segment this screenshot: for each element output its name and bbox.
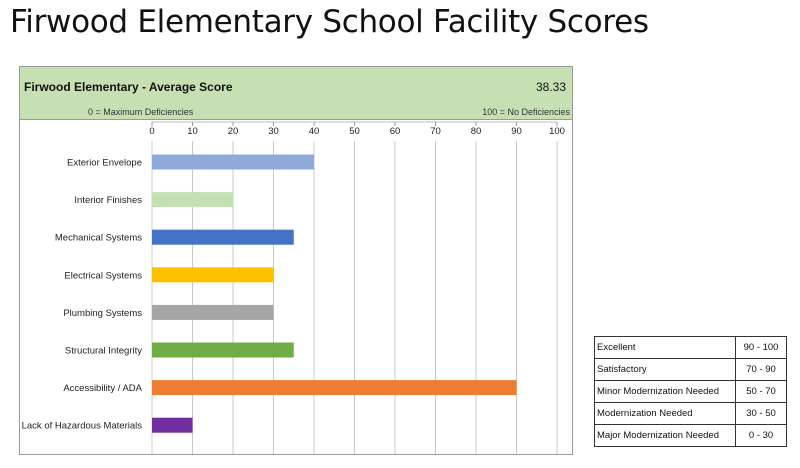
bar [152, 229, 294, 245]
legend-range: 30 - 50 [735, 402, 787, 425]
category-label: Interior Finishes [74, 195, 142, 206]
chart-header-title: Firwood Elementary - Average Score [24, 80, 233, 94]
legend-row: Excellent 90 - 100 [594, 336, 787, 359]
bar [152, 380, 517, 396]
x-tick-label: 20 [228, 126, 239, 137]
legend-range: 90 - 100 [735, 336, 787, 359]
legend-label: Major Modernization Needed [594, 424, 736, 447]
bar [152, 304, 274, 320]
legend-label: Satisfactory [594, 358, 736, 381]
bar [152, 417, 193, 433]
x-tick-label: 30 [268, 126, 279, 137]
category-label: Accessibility / ADA [63, 383, 142, 394]
legend-label: Minor Modernization Needed [594, 380, 736, 403]
legend-label: Modernization Needed [594, 402, 736, 425]
x-tick-label: 0 [149, 126, 154, 137]
max-score-caption: 100 = No Deficiencies [482, 107, 570, 117]
legend-label: Excellent [594, 336, 736, 359]
legend-row: Modernization Needed 30 - 50 [594, 402, 787, 425]
category-label: Exterior Envelope [67, 158, 142, 169]
chart-frame: Firwood Elementary - Average Score 38.33… [19, 66, 573, 455]
x-tick-label: 100 [549, 126, 565, 137]
average-score-value: 38.33 [535, 80, 566, 94]
category-label: Structural Integrity [65, 346, 142, 357]
bar [152, 192, 233, 208]
bar-chart: 0 10 20 30 40 50 60 70 80 90 100 Exterior Envelope I… [22, 121, 565, 454]
bar [152, 267, 274, 283]
slide-title: Firwood Elementary School Facility Score… [10, 4, 649, 40]
legend-range: 70 - 90 [735, 358, 787, 381]
x-tick-label: 50 [349, 126, 360, 137]
x-tick-label: 70 [430, 126, 441, 137]
category-label: Lack of Hazardous Materials [22, 421, 143, 432]
x-tick-label: 60 [390, 126, 401, 137]
legend-range: 0 - 30 [735, 424, 787, 447]
legend-row: Satisfactory 70 - 90 [594, 358, 787, 381]
x-tick-label: 90 [511, 126, 522, 137]
legend-row: Major Modernization Needed 0 - 30 [594, 424, 787, 447]
category-label: Electrical Systems [64, 270, 142, 281]
category-label: Mechanical Systems [55, 233, 142, 244]
legend-row: Minor Modernization Needed 50 - 70 [594, 380, 787, 403]
min-score-caption: 0 = Maximum Deficiencies [88, 107, 194, 117]
bar [152, 154, 314, 170]
x-tick-label: 80 [471, 126, 482, 137]
category-label: Plumbing Systems [63, 308, 142, 319]
legend-range: 50 - 70 [735, 380, 787, 403]
bar [152, 342, 294, 358]
x-tick-label: 10 [187, 126, 198, 137]
rating-legend-table: Excellent 90 - 100 Satisfactory 70 - 90 Mino… [594, 336, 787, 447]
x-tick-label: 40 [309, 126, 320, 137]
chart-header: Firwood Elementary - Average Score 38.33… [20, 67, 572, 120]
